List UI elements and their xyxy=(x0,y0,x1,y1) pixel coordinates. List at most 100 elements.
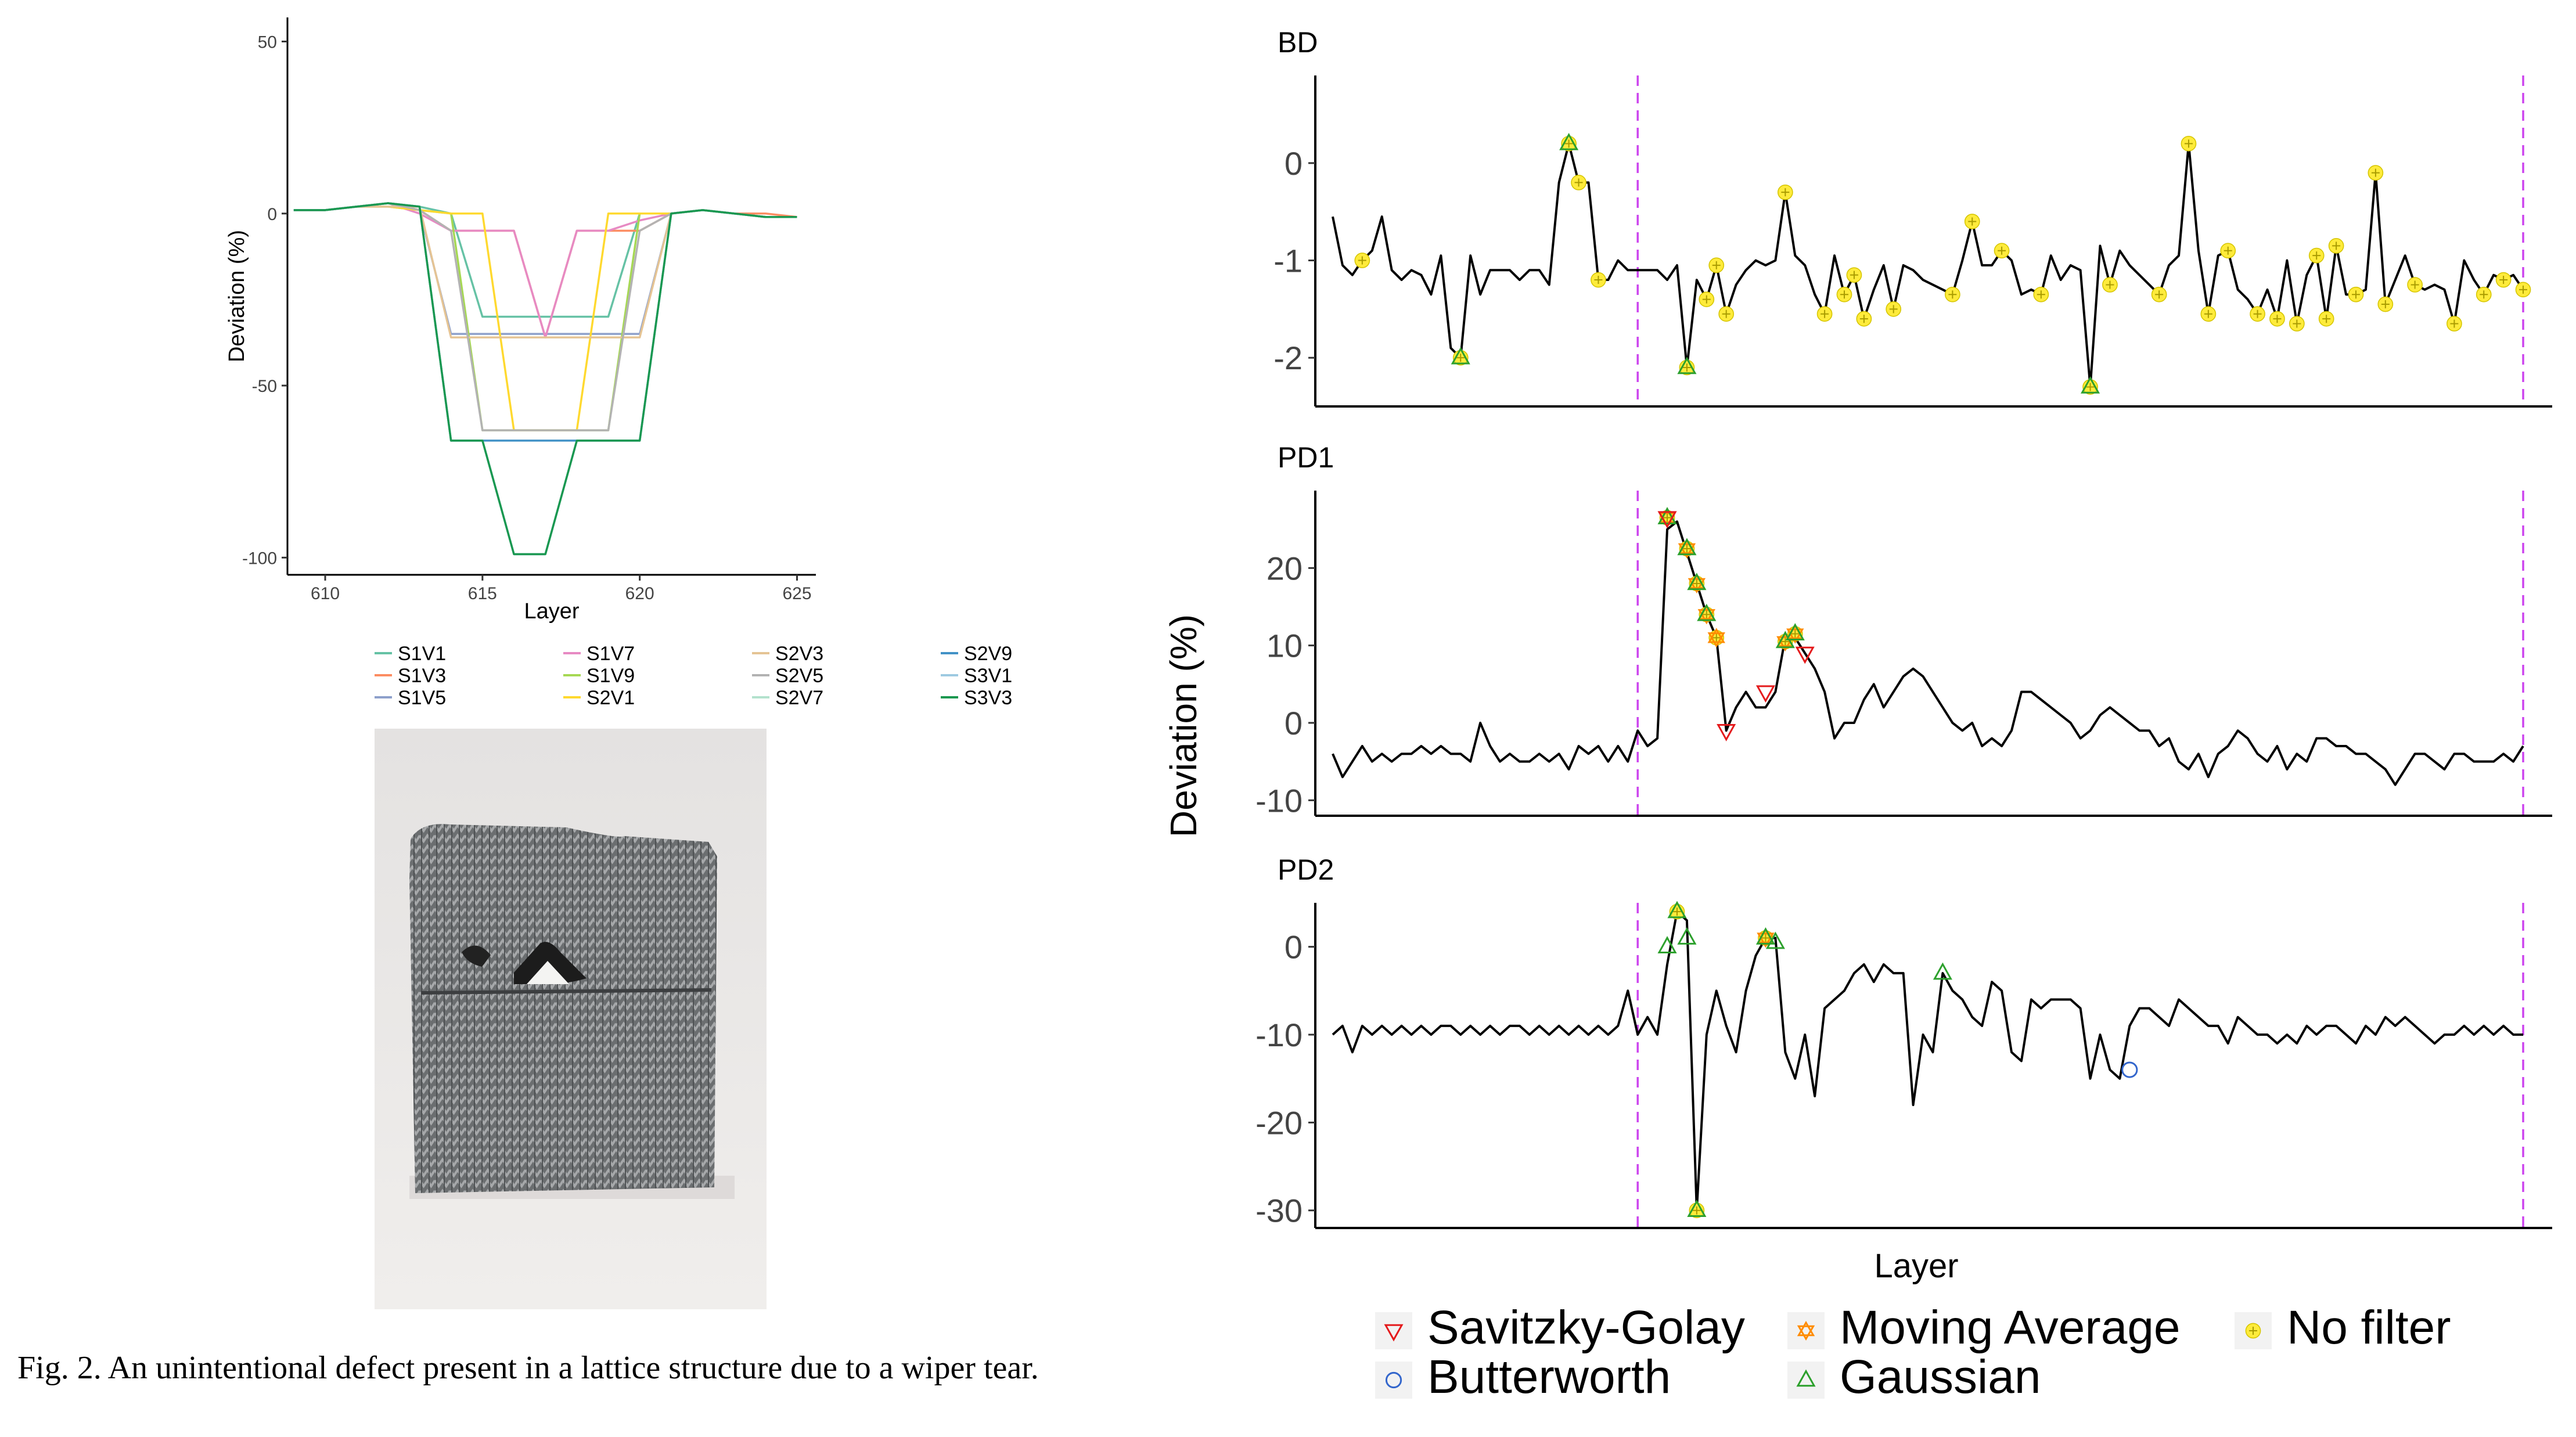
deviation-line xyxy=(1332,910,2523,1212)
highlight-point xyxy=(1591,272,1606,288)
gaussian-marker xyxy=(1657,507,1677,524)
series-line-s1v1 xyxy=(293,202,797,318)
highlight-point xyxy=(1571,175,1586,190)
no-filter-marker-cross xyxy=(1821,309,1829,318)
no-filter-marker-cross xyxy=(1998,246,2006,255)
gaussian-marker xyxy=(1677,927,1697,945)
no-filter-marker-cross xyxy=(1850,271,1858,279)
legend-label-s1v7: S1V7 xyxy=(587,643,635,665)
panel-ytick-label: -10 xyxy=(1255,1017,1303,1053)
gaussian-marker xyxy=(1677,538,1697,556)
no-filter-marker-cross xyxy=(2351,290,2360,299)
highlight-point xyxy=(1687,1200,1707,1219)
highlight-point xyxy=(1657,507,1677,529)
highlight-point xyxy=(2200,306,2217,322)
gaussian-marker xyxy=(1765,931,1785,949)
highlight-point xyxy=(1777,184,1793,200)
highlight-point xyxy=(1765,931,1785,949)
no-filter-marker-cross xyxy=(1456,354,1465,362)
no-filter-marker-cross xyxy=(2106,280,2114,289)
legend-label-s1v1: S1V1 xyxy=(398,643,446,665)
highlight-point xyxy=(1816,306,1833,322)
left-line-chart: 50 0 -50 -100 610 615 620 625 Deviation (%) Lay… xyxy=(225,17,1012,709)
highlight-point xyxy=(2081,376,2100,395)
no-filter-marker-cross xyxy=(2371,168,2380,177)
legend-label-s1v9: S1V9 xyxy=(587,665,635,687)
series-line-s2v9 xyxy=(293,202,797,442)
no-filter-marker-cross xyxy=(2273,315,2282,323)
legend-label-s1v5: S1V5 xyxy=(398,687,446,709)
no-filter-marker-cross xyxy=(1722,309,1730,318)
highlight-point xyxy=(1677,927,1697,945)
highlight-point xyxy=(1886,301,1902,317)
panel-ytick-label: 20 xyxy=(1267,550,1303,586)
legend-label-s1v3: S1V3 xyxy=(398,665,446,687)
left-ytick-label: -50 xyxy=(252,377,277,396)
no-filter-marker-cross xyxy=(1840,290,1848,299)
savitzky-golay-marker xyxy=(1755,685,1775,703)
highlight-point xyxy=(2033,286,2049,302)
highlight-point xyxy=(2269,311,2285,327)
right-filter-chart: BD 0 -1 -2 PD1 20 10 0 -10 PD2 0 -10 -20 -30 Deviatio… xyxy=(1163,26,2552,1403)
no-filter-marker-cross xyxy=(1889,305,1898,314)
highlight-point xyxy=(1964,214,1980,229)
highlight-point xyxy=(1451,347,1470,366)
highlight-point xyxy=(2250,306,2265,322)
highlight-point xyxy=(1994,243,2010,259)
left-ylabel: Deviation (%) xyxy=(225,230,249,362)
highlight-point xyxy=(2151,286,2167,302)
left-ytick-label: -100 xyxy=(242,549,277,568)
panel-bd: BD 0 -1 -2 xyxy=(1273,26,2552,408)
legend-item-butterworth: Butterworth xyxy=(1375,1350,1671,1403)
lattice-block xyxy=(409,824,717,1193)
no-filter-marker-cross xyxy=(2450,319,2459,328)
legend-label-no-filter: No filter xyxy=(2287,1301,2451,1354)
panel-title: PD2 xyxy=(1278,853,1334,886)
legend-item-no-filter: No filter xyxy=(2235,1301,2451,1354)
no-filter-marker-cross xyxy=(1712,633,1721,642)
gaussian-marker xyxy=(1933,962,1952,980)
highlight-point xyxy=(1718,306,1735,322)
no-filter-marker-cross xyxy=(1712,261,1721,269)
highlight-point xyxy=(1687,572,1707,593)
no-filter-marker-cross xyxy=(2249,1327,2257,1335)
highlight-point xyxy=(2318,311,2334,327)
highlight-point xyxy=(2495,272,2512,288)
highlight-point xyxy=(1755,685,1775,703)
figure-caption: Fig. 2. An unintentional defect present … xyxy=(17,1350,1039,1386)
gaussian-marker xyxy=(1687,572,1707,590)
series-line-s2v7 xyxy=(293,202,797,556)
highlight-point xyxy=(1755,927,1775,948)
gaussian-marker xyxy=(1796,1369,1816,1387)
no-filter-marker-cross xyxy=(2253,309,2262,318)
no-filter-marker-cross xyxy=(2499,276,2508,284)
highlight-point xyxy=(1699,291,1715,307)
left-ytick-label: 50 xyxy=(258,33,277,52)
no-filter-marker-cross xyxy=(2037,290,2045,299)
highlight-point xyxy=(1354,253,1370,268)
no-filter-marker-cross xyxy=(1702,295,1711,304)
no-filter-marker-cross xyxy=(2204,309,2212,318)
highlight-point xyxy=(1795,646,1815,664)
panel-pd2: PD2 0 -10 -20 -30 xyxy=(1255,853,2552,1229)
no-filter-marker-cross xyxy=(1564,139,1573,148)
panel-ytick-label: 0 xyxy=(1285,145,1303,182)
highlight-point xyxy=(2377,296,2394,312)
savitzky-golay-marker xyxy=(1384,1324,1404,1342)
butterworth-marker xyxy=(2121,1061,2138,1078)
panel-ytick-label: 0 xyxy=(1285,929,1303,966)
panel-ytick-label: 0 xyxy=(1285,705,1303,741)
series-line-s3v3 xyxy=(293,202,797,556)
no-filter-marker-cross xyxy=(2322,315,2331,323)
no-filter-marker-cross xyxy=(1761,934,1770,942)
legend-label-savitzky-golay: Savitzky-Golay xyxy=(1427,1301,1745,1354)
lattice-photo xyxy=(375,729,767,1309)
panel-ytick-label: -20 xyxy=(1255,1104,1303,1141)
savitzky-golay-marker xyxy=(1795,646,1815,664)
no-filter-marker-cross xyxy=(2381,300,2390,308)
panel-pd1: PD1 20 10 0 -10 xyxy=(1255,441,2552,819)
highlight-point xyxy=(1785,623,1805,644)
legend-item-savitzky-golay: Savitzky-Golay xyxy=(1375,1301,1745,1354)
no-filter-marker-cross xyxy=(1682,545,1691,553)
